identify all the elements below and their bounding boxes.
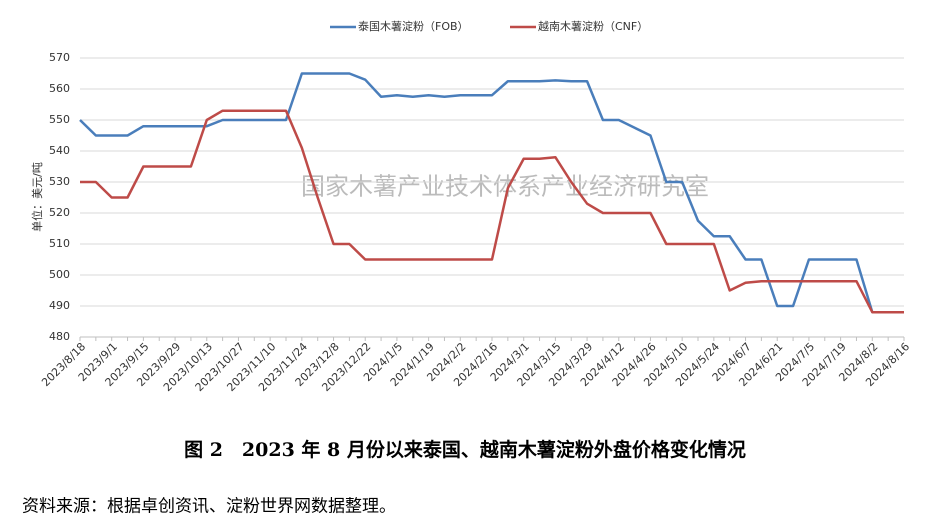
y-tick-label: 520 (49, 206, 70, 219)
y-tick-label: 570 (49, 51, 70, 64)
legend-label: 越南木薯淀粉（CNF） (538, 19, 648, 33)
caption: 图 2 2023 年 8 月份以来泰国、越南木薯淀粉外盘价格变化情况 (184, 438, 746, 461)
series-line (80, 109, 904, 314)
y-tick-label: 540 (49, 144, 70, 157)
y-tick-label: 510 (49, 237, 70, 250)
y-tick-label: 530 (49, 175, 70, 188)
y-tick-label: 490 (49, 299, 70, 312)
y-tick-label: 560 (49, 82, 70, 95)
y-axis-label: 单位：美元/吨 (30, 162, 44, 232)
y-tick-label: 480 (49, 330, 70, 343)
x-tick-label: 2023/8/18 (39, 340, 88, 389)
y-tick-label: 550 (49, 113, 70, 126)
legend-label: 泰国木薯淀粉（FOB） (358, 19, 469, 33)
y-tick-label: 500 (49, 268, 70, 281)
series-line (79, 72, 904, 314)
source: 资料来源：根据卓创资讯、淀粉世界网数据整理。 (22, 497, 396, 517)
